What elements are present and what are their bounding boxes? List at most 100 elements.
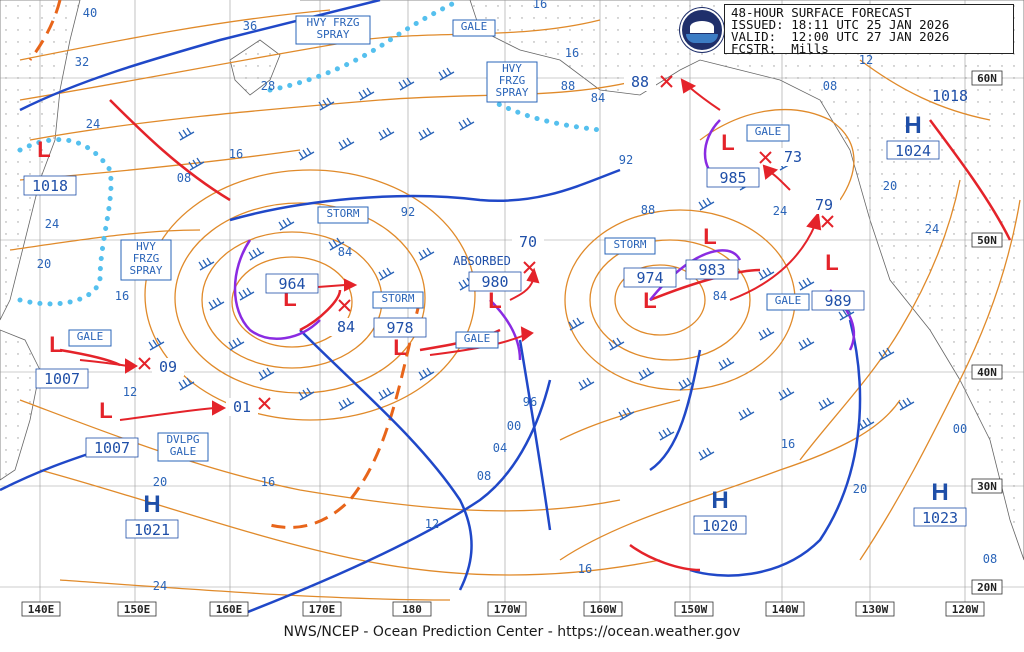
isobar-label: 88 [561, 79, 575, 93]
warn-hvy-frzg-3: HVY [136, 240, 156, 253]
isobar-label: 40 [83, 6, 97, 20]
forecast-header: 48-HOUR SURFACE FORECAST ISSUED: 18:11 U… [724, 4, 1014, 56]
isobar-label: 08 [823, 79, 837, 93]
lat-label: 30N [977, 480, 997, 493]
lon-label: 170W [494, 603, 521, 616]
low-1007-b-pressure: 1007 [94, 439, 130, 457]
isobar-label: 20 [153, 475, 167, 489]
low-983-pressure: 983 [698, 261, 725, 279]
isobar-label: 24 [773, 204, 787, 218]
lon-label: 160E [216, 603, 243, 616]
high-1023-pressure: 1023 [922, 509, 958, 527]
high-1020-pressure: 1020 [702, 517, 738, 535]
warn-hvy-frzg-2: SPRAY [495, 86, 528, 99]
high-1020-letter: H [711, 487, 728, 514]
pos-01: 01 [233, 398, 251, 416]
isobar-label: 16 [578, 562, 592, 576]
lat-label: 40N [977, 366, 997, 379]
header-issued: ISSUED: 18:11 UTC 25 JAN 2026 [731, 17, 950, 32]
storm-tracks [79, 78, 822, 421]
isobar-label: 92 [619, 153, 633, 167]
cold-front-3 [518, 339, 552, 531]
low-1018-pressure: 1018 [32, 177, 68, 195]
isobars [9, 9, 1021, 601]
warm-front-3 [629, 543, 701, 572]
header-valid: VALID: 12:00 UTC 27 JAN 2026 [731, 29, 950, 44]
isobar-label: 92 [401, 205, 415, 219]
high-1024-letter: H [904, 112, 921, 139]
warn-hvy-frzg-3: FRZG [133, 252, 160, 265]
warn-gale-2: GALE [755, 125, 782, 138]
warn-gale-3: GALE [464, 332, 491, 345]
high-1024-pressure: 1024 [895, 142, 931, 160]
occluded-1 [233, 239, 321, 340]
isobar-label: 20 [853, 482, 867, 496]
isobar-label: 16 [565, 46, 579, 60]
low-1007-b-letter: L [99, 398, 112, 423]
warn-hvy-frzg-2: FRZG [499, 74, 526, 87]
isobar-label: 24 [86, 117, 100, 131]
header-title: 48-HOUR SURFACE FORECAST [731, 5, 912, 20]
low-1018-letter: L [37, 137, 50, 162]
warn-storm-3: STORM [613, 238, 646, 251]
isobar-label: 84 [338, 245, 352, 259]
isobar-label: 16 [261, 475, 275, 489]
lon-label: 130W [862, 603, 889, 616]
pos-73: 73 [784, 148, 802, 166]
isobar-label: 00 [953, 422, 967, 436]
lon-label: 160W [590, 603, 617, 616]
isobar-label: 20 [37, 257, 51, 271]
low-980-pressure: 980 [481, 273, 508, 291]
low-980-letter: L [488, 288, 501, 313]
isobar-label: 84 [591, 91, 605, 105]
low-978-pressure: 978 [386, 319, 413, 337]
isobar-label: 28 [261, 79, 275, 93]
low-974-pressure: 974 [636, 269, 663, 287]
x-markers [138, 75, 834, 410]
warn-hvy-frzg-1: SPRAY [316, 28, 349, 41]
isobar-label: 12 [123, 385, 137, 399]
lat-label: 50N [977, 234, 997, 247]
pos-70: 70 [519, 233, 537, 251]
low-983-letter: L [703, 224, 716, 249]
high-1018-pressure: 1018 [932, 87, 968, 105]
isobar-label: 00 [507, 419, 521, 433]
isobar-label: 08 [477, 469, 491, 483]
lon-label: 180 [402, 603, 422, 616]
pos-09: 09 [159, 358, 177, 376]
warn-hvy-frzg-3: SPRAY [129, 264, 162, 277]
isobar-label: 08 [177, 171, 191, 185]
absorbed-label: ABSORBED [453, 254, 511, 268]
header-forecaster: FCSTR: Mills [731, 41, 829, 56]
low-989-pressure: 989 [824, 292, 851, 310]
warn-dvlpg-gale: DVLPG [166, 433, 199, 446]
isobar-label: 96 [523, 395, 537, 409]
isobar-label: 12 [859, 53, 873, 67]
lon-label: 150E [124, 603, 151, 616]
isobar-label: 24 [153, 579, 167, 593]
lon-label: 150W [681, 603, 708, 616]
high-1021-letter: H [143, 491, 160, 518]
low-985-letter: L [721, 130, 734, 155]
isobar-label: 16 [229, 147, 243, 161]
isobar-label: 08 [983, 552, 997, 566]
isobar-label: 24 [925, 222, 939, 236]
isobar-label: 04 [493, 441, 507, 455]
pos-88: 88 [631, 73, 649, 91]
noaa-logo [680, 8, 724, 52]
warn-gale-5: GALE [775, 294, 802, 307]
cold-front-5 [689, 319, 862, 577]
warm-front-4 [928, 119, 1012, 241]
stationary-front-1 [229, 168, 621, 222]
high-1023-letter: H [931, 479, 948, 506]
isobar-label: 36 [243, 19, 257, 33]
isobar-label: 24 [45, 217, 59, 231]
stationary-front-2 [19, 0, 381, 112]
text-layer: 140E 150E 160E 170E 180 170W 160W 150W 140W 130W 1… [21, 0, 1003, 617]
lat-label: 20N [977, 581, 997, 594]
low-964-pressure: 964 [278, 275, 305, 293]
trough-line-2 [28, 0, 62, 61]
warn-hvy-frzg-2: HVY [502, 62, 522, 75]
fronts [0, 0, 1012, 617]
pos-84-a: 84 [337, 318, 355, 336]
